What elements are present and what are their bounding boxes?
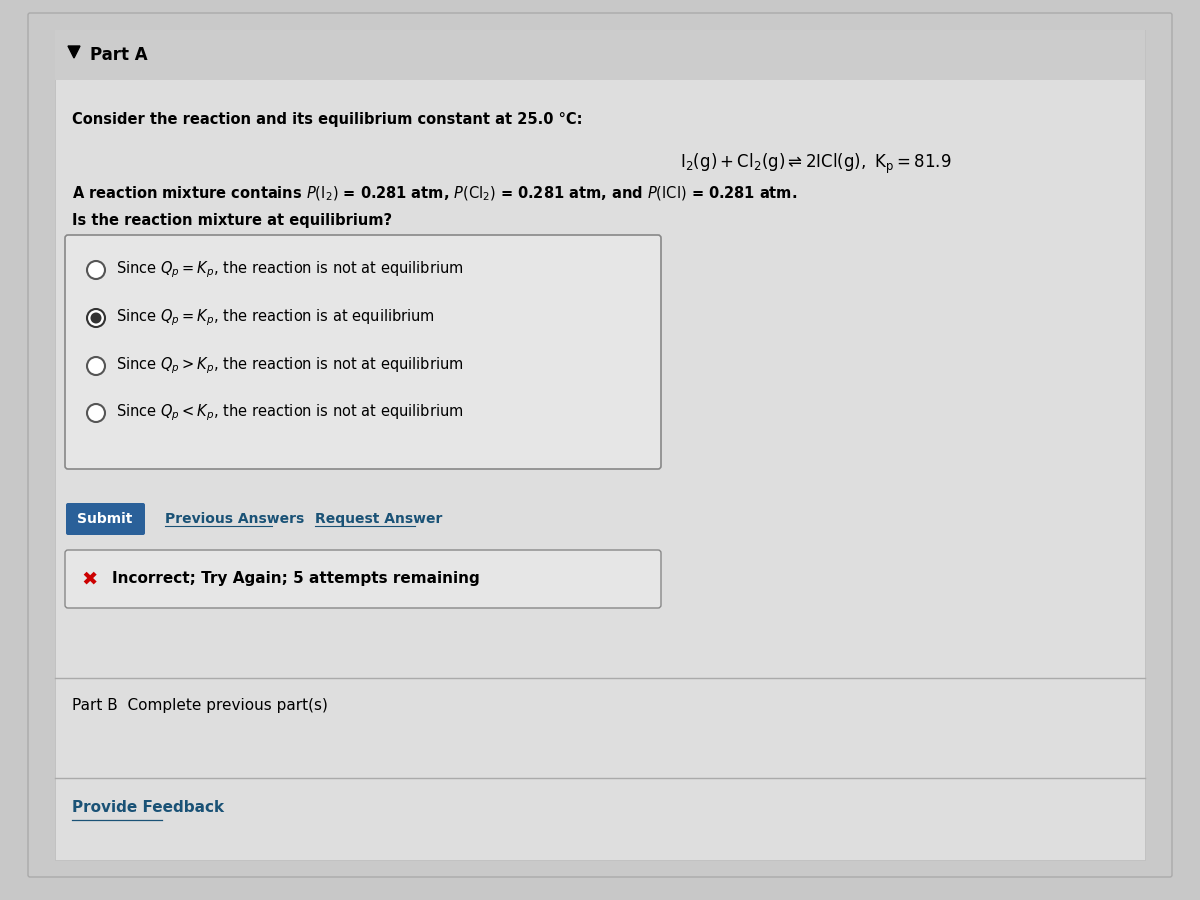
FancyBboxPatch shape <box>28 13 1172 877</box>
Text: Request Answer: Request Answer <box>314 512 443 526</box>
Text: Provide Feedback: Provide Feedback <box>72 800 224 815</box>
Text: Since $Q_p < K_p$, the reaction is not at equilibrium: Since $Q_p < K_p$, the reaction is not a… <box>116 402 463 423</box>
Circle shape <box>90 312 102 323</box>
Circle shape <box>88 357 106 375</box>
Circle shape <box>88 404 106 422</box>
Polygon shape <box>68 46 80 58</box>
Text: Previous Answers: Previous Answers <box>166 512 305 526</box>
Text: Since $Q_p = K_p$, the reaction is not at equilibrium: Since $Q_p = K_p$, the reaction is not a… <box>116 260 463 280</box>
Text: $\mathrm{I_2(g) + Cl_2(g) \rightleftharpoons 2ICl(g),\ K_p = 81.9}$: $\mathrm{I_2(g) + Cl_2(g) \rightleftharp… <box>680 152 952 176</box>
Circle shape <box>88 261 106 279</box>
Text: Incorrect; Try Again; 5 attempts remaining: Incorrect; Try Again; 5 attempts remaini… <box>112 572 480 587</box>
Text: A reaction mixture contains $P(\mathrm{I_2})$ = 0.281 atm, $P(\mathrm{Cl_2})$ = : A reaction mixture contains $P(\mathrm{I… <box>72 185 797 203</box>
FancyBboxPatch shape <box>55 30 1145 860</box>
FancyBboxPatch shape <box>65 235 661 469</box>
Text: Part B  Complete previous part(s): Part B Complete previous part(s) <box>72 698 328 713</box>
Text: ✖: ✖ <box>82 570 98 589</box>
Text: Submit: Submit <box>77 512 133 526</box>
Text: Is the reaction mixture at equilibrium?: Is the reaction mixture at equilibrium? <box>72 213 392 228</box>
FancyBboxPatch shape <box>66 503 145 535</box>
FancyBboxPatch shape <box>55 30 1145 80</box>
Text: Part A: Part A <box>90 46 148 64</box>
FancyBboxPatch shape <box>65 550 661 608</box>
Text: Since $Q_p = K_p$, the reaction is at equilibrium: Since $Q_p = K_p$, the reaction is at eq… <box>116 308 434 328</box>
Text: Since $Q_p > K_p$, the reaction is not at equilibrium: Since $Q_p > K_p$, the reaction is not a… <box>116 356 463 376</box>
Text: Consider the reaction and its equilibrium constant at 25.0 °C:: Consider the reaction and its equilibriu… <box>72 112 582 127</box>
Circle shape <box>88 309 106 327</box>
